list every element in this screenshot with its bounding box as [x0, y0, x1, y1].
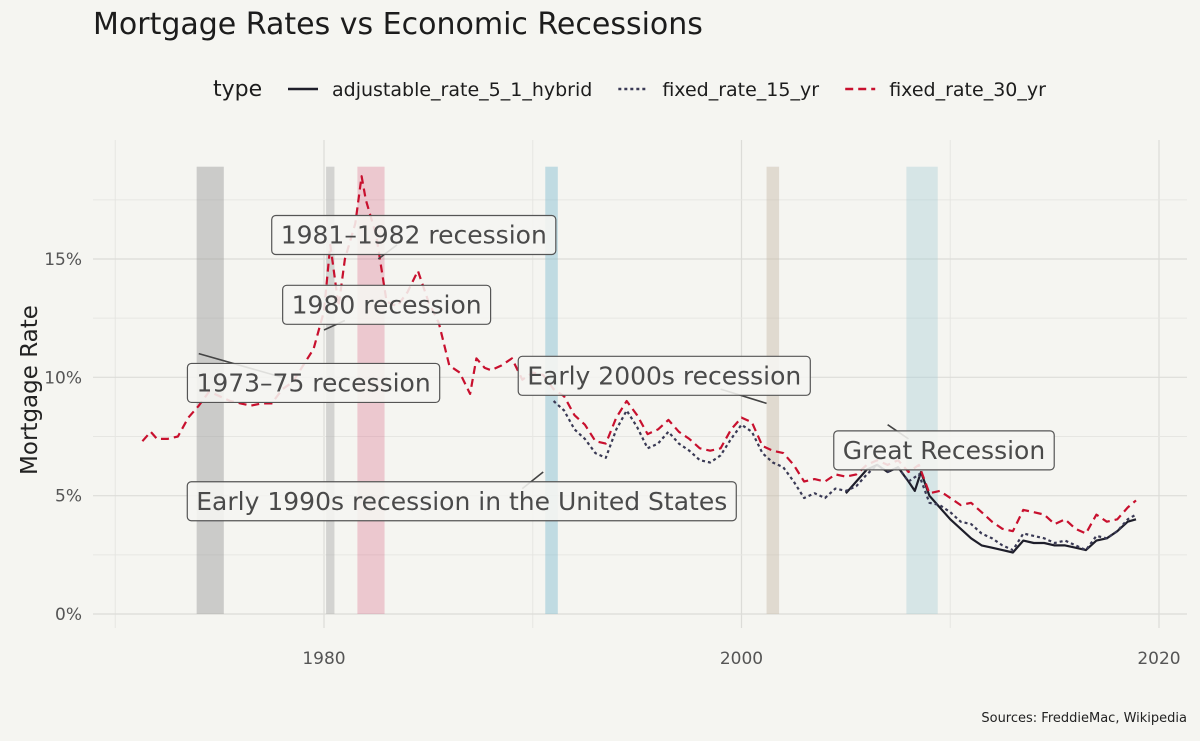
annotation-text: Great Recession [843, 436, 1045, 465]
series-line-fixed_rate_15_yr [552, 400, 1137, 552]
annotation-box [271, 214, 557, 256]
annotation-label-1: 1980 recession [282, 284, 492, 325]
x-tick-label: 1980 [302, 649, 345, 669]
annotation-box [517, 355, 811, 396]
x-tick-label: 2000 [720, 649, 763, 669]
legend-title: type [213, 77, 262, 102]
legend: type adjustable_rate_5_1_hybrid fixed_rat… [213, 77, 1046, 102]
caption: Sources: FreddieMac, Wikipedia [981, 711, 1187, 726]
legend-label-fixed_rate_15_yr: fixed_rate_15_yr [662, 79, 819, 101]
annotation-text: 1973–75 recession [196, 368, 430, 397]
annotation-label-0: 1973–75 recession [186, 362, 441, 404]
recession-band-5 [906, 166, 938, 614]
legend-label-fixed_rate_30_yr: fixed_rate_30_yr [889, 79, 1046, 101]
series-line-adjustable_rate_5_1_hybrid [845, 463, 1137, 554]
annotation-text: Early 1990s recession in the United Stat… [196, 487, 727, 516]
y-tick-label: 15% [44, 250, 82, 270]
legend-label-adjustable_rate_5_1_hybrid: adjustable_rate_5_1_hybrid [332, 79, 592, 101]
annotation-text: Early 2000s recession [527, 361, 801, 390]
y-tick-label: 0% [55, 605, 82, 625]
annotation-label-4: Early 2000s recession [517, 355, 811, 396]
chart-title: Mortgage Rates vs Economic Recessions [93, 7, 703, 42]
x-tick-label: 2020 [1137, 649, 1180, 669]
annotation-box [186, 362, 441, 404]
annotation-label-3: Early 1990s recession in the United Stat… [186, 481, 737, 522]
axis-ticks: 1980 2000 2020 0% 5% 10% 15% [44, 250, 1180, 669]
annotation-box [186, 481, 737, 522]
y-axis-label: Mortgage Rate [17, 305, 43, 475]
annotations: 1973–75 recession 1980 recession 1981–1982… [186, 214, 1055, 522]
series-line-fixed_rate_30_yr [141, 175, 1137, 535]
annotation-box [833, 430, 1055, 471]
annotation-box [282, 284, 492, 325]
y-tick-label: 10% [44, 368, 82, 388]
annotation-text: 1981–1982 recession [281, 221, 547, 250]
annotation-label-2: 1981–1982 recession [271, 214, 557, 256]
annotation-label-5: Great Recession [833, 430, 1055, 471]
annotation-text: 1980 recession [292, 290, 482, 319]
y-tick-label: 5% [55, 487, 82, 507]
plot-area: 1973–75 recession 1980 recession 1981–1982… [44, 140, 1187, 669]
